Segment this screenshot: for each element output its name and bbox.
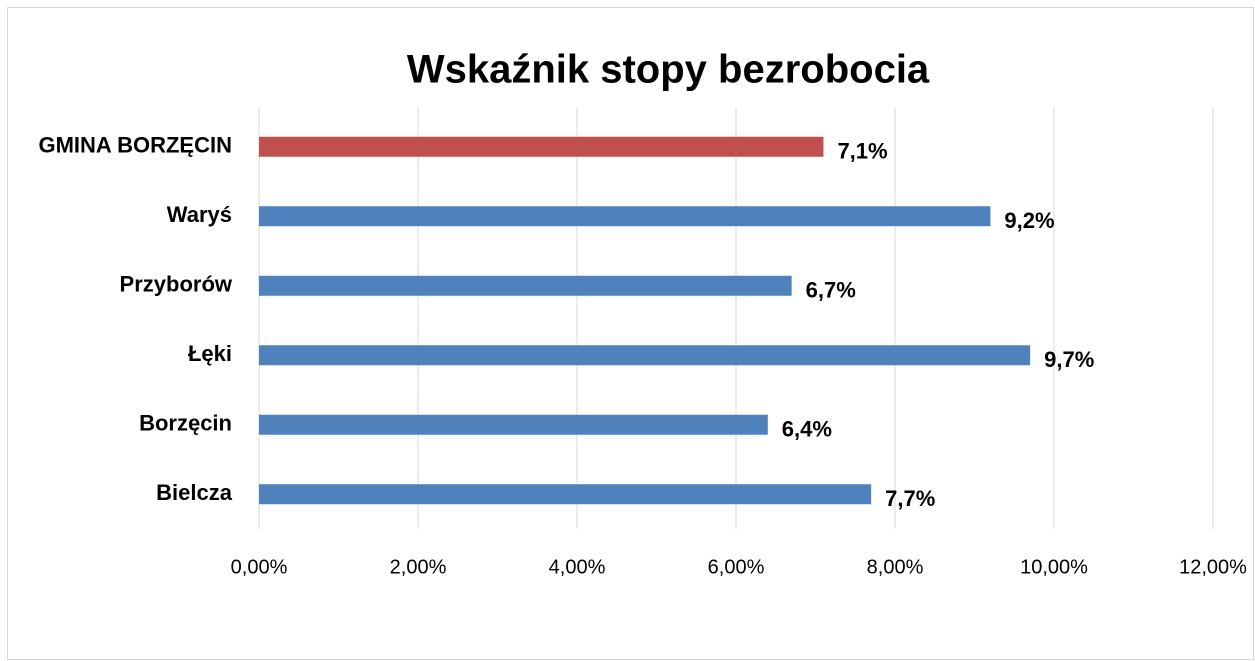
data-label: 6,4% <box>782 417 832 442</box>
data-label: 6,7% <box>806 278 856 303</box>
data-label: 9,2% <box>1004 208 1054 233</box>
bar <box>259 136 824 157</box>
x-tick-label: 12,00% <box>1179 556 1247 578</box>
y-tick-label: Przyborów <box>120 272 233 297</box>
y-tick-label: Borzęcin <box>139 411 232 436</box>
chart-title: Wskaźnik stopy bezrobocia <box>407 48 930 92</box>
bar <box>259 484 872 505</box>
bar <box>259 414 768 435</box>
y-tick-label: Łęki <box>188 341 232 366</box>
x-tick-label: 0,00% <box>231 556 288 578</box>
x-tick-label: 8,00% <box>867 556 924 578</box>
bar <box>259 275 792 296</box>
data-label: 9,7% <box>1044 347 1094 372</box>
x-tick-label: 6,00% <box>708 556 765 578</box>
y-tick-label: Waryś <box>167 202 232 227</box>
y-tick-label: Bielcza <box>156 480 233 505</box>
x-tick-label: 2,00% <box>390 556 447 578</box>
data-label: 7,7% <box>885 486 935 511</box>
y-tick-label: GMINA BORZĘCIN <box>38 133 232 158</box>
bar <box>259 206 991 227</box>
x-tick-label: 4,00% <box>549 556 606 578</box>
chart-frame <box>7 7 1254 660</box>
bar <box>259 345 1031 366</box>
x-tick-label: 10,00% <box>1020 556 1088 578</box>
data-label: 7,1% <box>837 139 887 164</box>
